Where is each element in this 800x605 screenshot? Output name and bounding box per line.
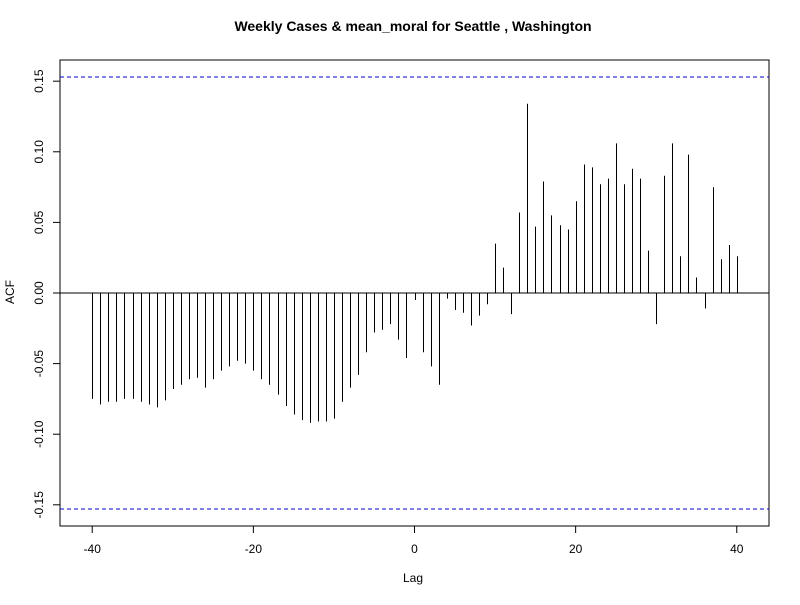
x-tick-label: 20	[569, 542, 583, 556]
y-tick-label: 0.05	[32, 210, 46, 234]
x-tick-label: -40	[84, 542, 102, 556]
y-tick-label: 0.15	[32, 69, 46, 93]
axes: -40 -20 0 20 40 -0.15 -0.10 -0.05 0.00 0.05 0.10 0.…	[32, 69, 744, 556]
x-tick-label: 0	[411, 542, 418, 556]
x-tick-label: 40	[730, 542, 744, 556]
y-axis-label: ACF	[3, 280, 17, 304]
x-axis-label: Lag	[403, 571, 423, 585]
x-tick-label: -20	[245, 542, 263, 556]
y-tick-label: 0.00	[32, 281, 46, 305]
acf-bars	[60, 76, 769, 510]
y-tick-label: -0.15	[32, 491, 46, 519]
y-tick-label: -0.05	[32, 350, 46, 378]
y-tick-label: 0.10	[32, 140, 46, 164]
chart-title: Weekly Cases & mean_moral for Seattle , …	[234, 18, 591, 34]
y-tick-label: -0.10	[32, 420, 46, 448]
